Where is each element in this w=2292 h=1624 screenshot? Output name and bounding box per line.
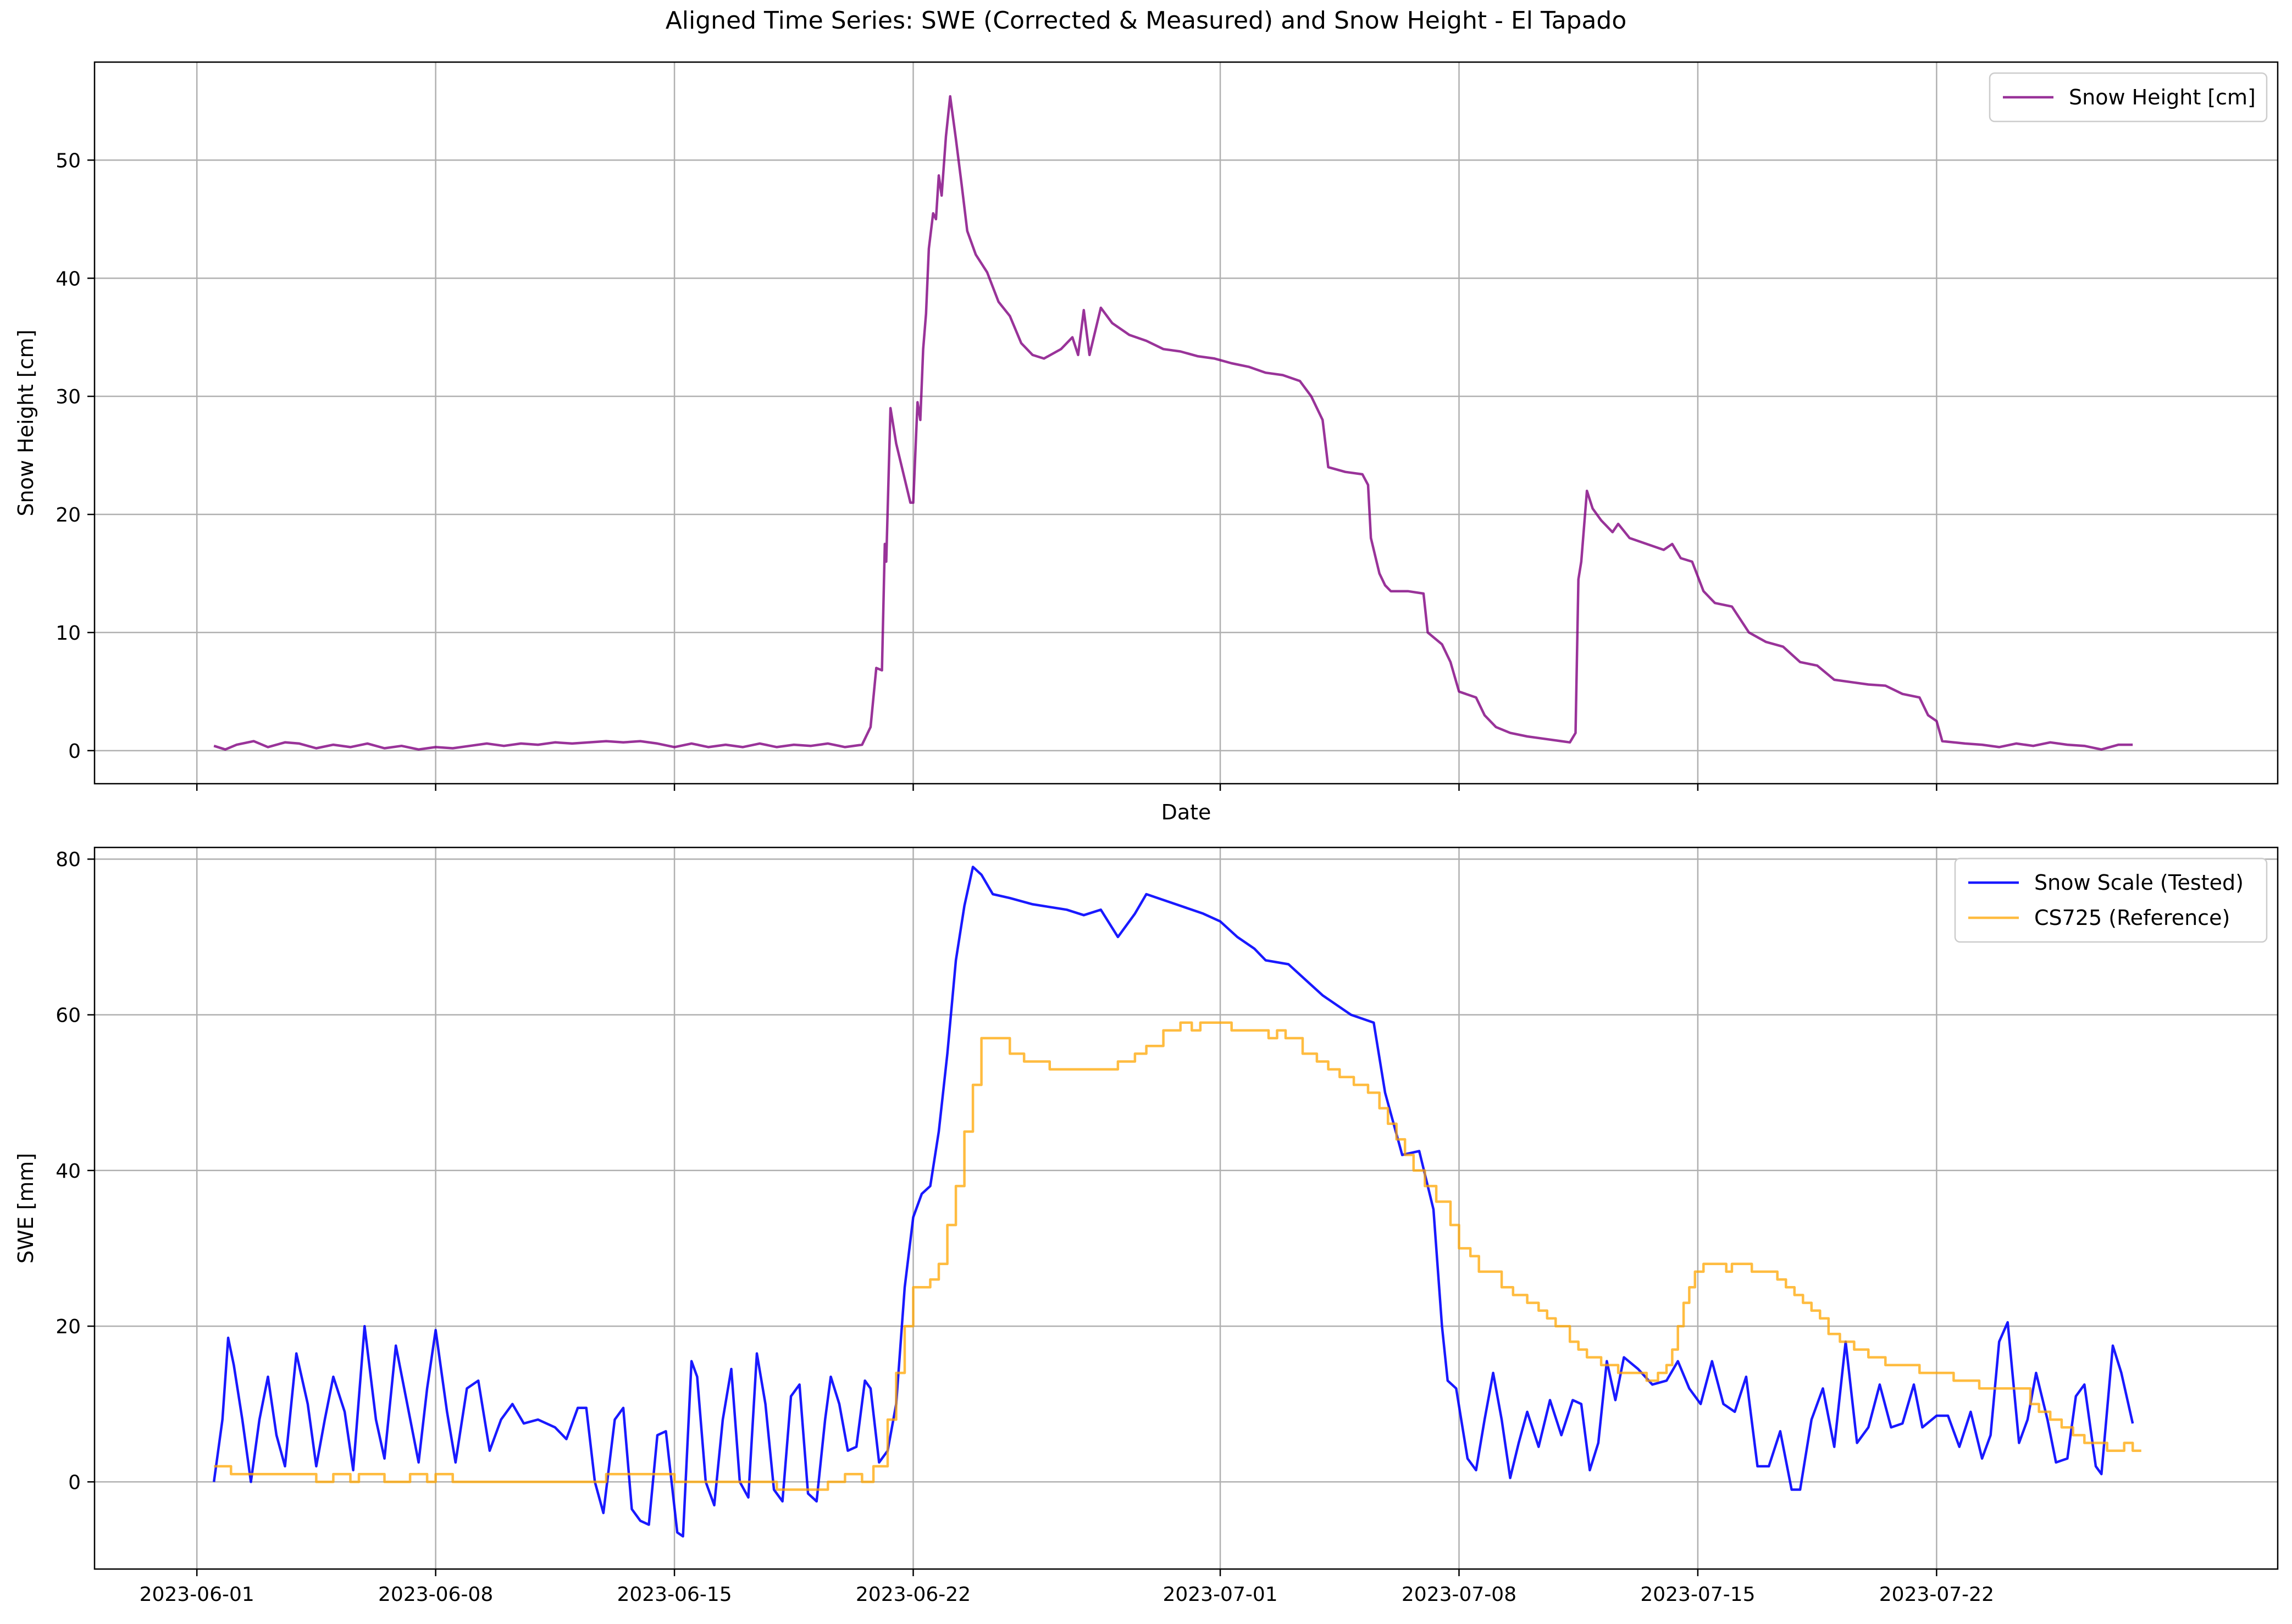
y-tick-label: 80 — [56, 849, 81, 871]
x-axis-label: Date — [1161, 800, 1211, 824]
x-tick-label: 2023-07-22 — [1879, 1583, 1994, 1606]
y-tick-label: 0 — [68, 740, 81, 763]
x-tick-label: 2023-06-01 — [140, 1583, 254, 1606]
axes-frame — [93, 846, 2279, 1570]
axes-frame — [93, 61, 2279, 785]
series-line-snow-height-cm — [213, 95, 2133, 751]
x-tick-label: 2023-06-15 — [617, 1583, 732, 1606]
plot-area — [95, 62, 2278, 784]
series-line-snow-scale-tested — [212, 866, 2134, 1538]
x-tick-label: 2023-06-22 — [856, 1583, 971, 1606]
legend-label: Snow Height [cm] — [2069, 85, 2256, 109]
chart-panel: 0 10 20 30 40 50 Date Snow Height [cm] Snow Heig… — [14, 61, 2279, 824]
legend-box — [1954, 857, 2268, 943]
legend-label: Snow Scale (Tested) — [2034, 871, 2244, 895]
plot-area — [95, 847, 2278, 1569]
figure-title: Aligned Time Series: SWE (Corrected & Me… — [666, 7, 1627, 35]
x-tick-label: 2023-07-01 — [1162, 1583, 1277, 1606]
legend-label: CS725 (Reference) — [2034, 906, 2230, 930]
chart-panels: 0 10 20 30 40 50 Date Snow Height [cm] Snow Heig… — [14, 61, 2279, 1606]
y-tick-label: 40 — [56, 268, 81, 290]
y-tick-label: 10 — [56, 622, 81, 645]
y-tick-label: 0 — [68, 1471, 81, 1494]
y-tick-label: 40 — [56, 1160, 81, 1183]
x-tick-label: 2023-07-15 — [1640, 1583, 1755, 1606]
y-axis-label: SWE [mm] — [14, 1153, 38, 1263]
x-tick-label: 2023-07-08 — [1402, 1583, 1516, 1606]
x-tick-label: 2023-06-08 — [378, 1583, 493, 1606]
series-line-cs725-reference — [214, 1021, 2141, 1491]
legend: Snow Height [cm] — [1989, 72, 2268, 123]
y-tick-label: 20 — [56, 1316, 81, 1338]
y-tick-label: 50 — [56, 149, 81, 172]
y-tick-label: 30 — [56, 386, 81, 408]
y-tick-label: 20 — [56, 504, 81, 526]
y-axis-label: Snow Height [cm] — [14, 330, 38, 517]
y-tick-label: 60 — [56, 1005, 81, 1027]
legend-box — [1989, 72, 2268, 123]
chart-panel: 2023-06-01 2023-06-08 2023-06-15 2023-06-22… — [14, 846, 2279, 1606]
legend: Snow Scale (Tested) CS725 (Reference) — [1954, 857, 2268, 943]
